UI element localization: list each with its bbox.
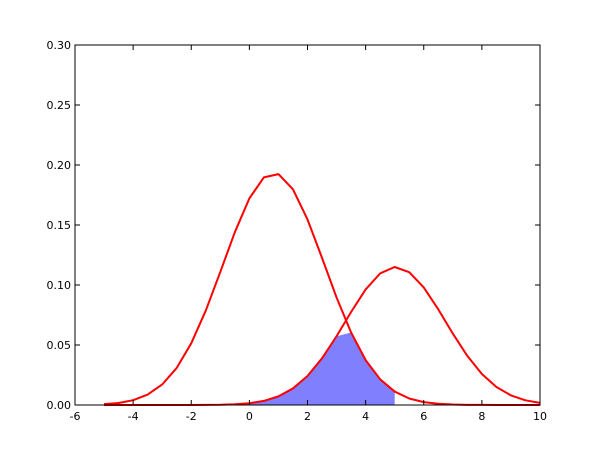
x-tick-label: 4 <box>362 410 369 423</box>
y-tick-label: 0.10 <box>47 279 72 292</box>
overlap-fill-layer <box>249 332 395 405</box>
x-tick-label: 8 <box>478 410 485 423</box>
y-tick-label: 0.00 <box>47 399 72 412</box>
x-tick-label: -2 <box>186 410 197 423</box>
x-tick-label: 10 <box>533 410 547 423</box>
y-tick-label: 0.15 <box>47 219 72 232</box>
x-tick-label: 0 <box>246 410 253 423</box>
x-axis: -6 -4 -2 0 2 4 6 8 10 <box>70 45 547 423</box>
y-axis: 0.00 0.05 0.10 0.15 0.20 0.25 0.30 <box>47 39 540 412</box>
x-tick-label: -4 <box>128 410 139 423</box>
y-tick-label: 0.05 <box>47 339 72 352</box>
y-tick-label: 0.20 <box>47 159 72 172</box>
overlap-fill-area <box>249 332 395 405</box>
x-tick-label: 6 <box>420 410 427 423</box>
x-tick-label: 2 <box>304 410 311 423</box>
y-tick-label: 0.30 <box>47 39 72 52</box>
plot-frame <box>74 44 541 406</box>
y-tick-label: 0.25 <box>47 99 72 112</box>
x-tick-label: -6 <box>70 410 81 423</box>
